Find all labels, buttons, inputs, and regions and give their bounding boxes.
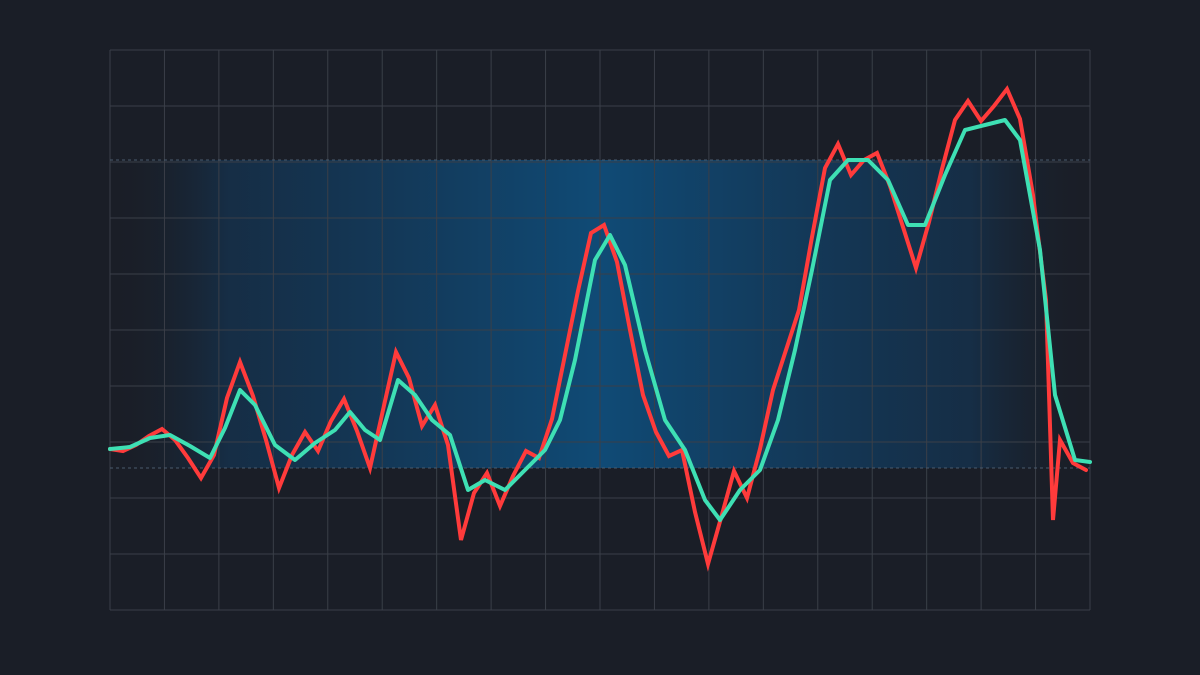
- chart: [0, 0, 1200, 675]
